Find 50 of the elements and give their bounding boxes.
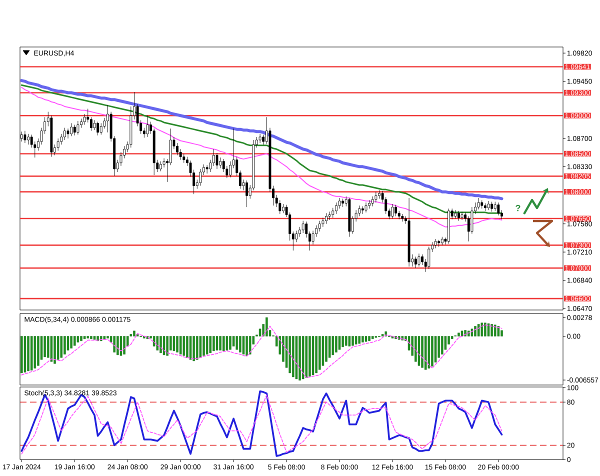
candlestick (305, 221, 308, 238)
candlestick (206, 164, 208, 174)
candlestick (258, 134, 262, 144)
candlestick (460, 211, 464, 220)
candlestick (76, 120, 80, 135)
candlestick (318, 220, 321, 232)
candlestick (302, 220, 304, 234)
candlestick (487, 200, 490, 210)
candlestick (434, 238, 437, 248)
candlestick (421, 254, 424, 266)
candlestick (391, 204, 394, 219)
candlestick (169, 128, 172, 166)
candlestick (96, 121, 100, 136)
candlestick (325, 212, 328, 224)
candlestick (477, 198, 480, 210)
candlestick (295, 230, 298, 242)
candlestick (90, 116, 92, 132)
annotation: ? (516, 204, 520, 212)
candlestick (56, 138, 60, 151)
candlestick (179, 148, 182, 160)
candlestick (262, 134, 265, 145)
candlestick (364, 202, 368, 213)
candlestick (334, 202, 338, 214)
candlestick (27, 134, 30, 145)
candlestick (494, 202, 496, 212)
candlestick (216, 152, 218, 170)
candlestick (490, 202, 494, 212)
candlestick (70, 123, 73, 136)
candlestick (212, 148, 215, 166)
candlestick (199, 168, 202, 186)
candlestick (414, 256, 417, 268)
candlestick (73, 124, 76, 136)
candlestick (160, 161, 162, 172)
candlestick (24, 130, 26, 144)
candlestick (371, 196, 374, 207)
candlestick (66, 128, 70, 139)
candlestick (146, 115, 149, 138)
candlestick (63, 128, 66, 140)
candlestick (374, 192, 378, 203)
candlestick (182, 153, 186, 164)
candlestick (246, 180, 248, 208)
candlestick (219, 157, 222, 168)
candlestick (332, 208, 334, 218)
candlestick (418, 253, 420, 267)
candlestick (428, 246, 430, 270)
candlestick (282, 204, 284, 214)
candlestick (457, 210, 460, 222)
candlestick (394, 204, 398, 216)
candlestick (497, 202, 500, 216)
candlestick (93, 120, 96, 130)
